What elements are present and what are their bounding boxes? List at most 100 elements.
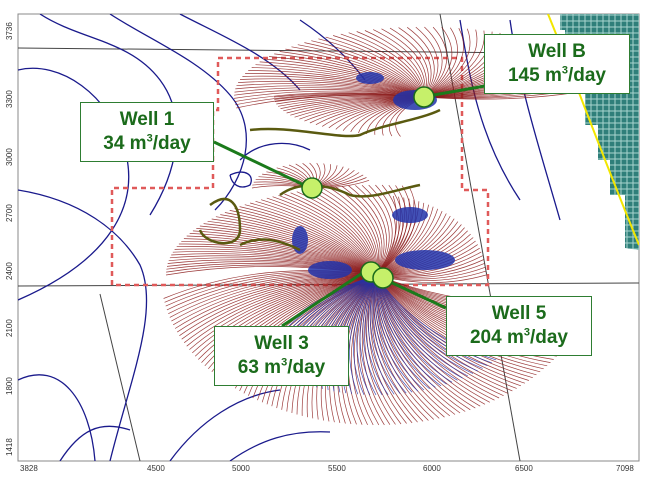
y-tick: 1418 bbox=[5, 438, 14, 456]
pathline bbox=[349, 274, 377, 395]
well-1-name: Well 1 bbox=[119, 109, 175, 130]
pathline bbox=[176, 246, 377, 276]
pathline bbox=[375, 274, 430, 390]
pathline bbox=[365, 274, 389, 395]
pathline bbox=[423, 27, 458, 98]
pathline bbox=[375, 274, 479, 372]
pathline bbox=[375, 274, 490, 403]
x-tick: 5500 bbox=[328, 464, 346, 473]
pathline bbox=[369, 274, 413, 424]
pathline bbox=[375, 274, 474, 374]
callout-leaders bbox=[213, 84, 486, 328]
well-b-name: Well B bbox=[528, 41, 586, 62]
pathline bbox=[304, 42, 425, 98]
pathline bbox=[220, 214, 377, 276]
pathline bbox=[268, 56, 425, 98]
pathline bbox=[186, 274, 377, 347]
well-5-marker[interactable] bbox=[372, 267, 394, 289]
pathline bbox=[297, 44, 425, 98]
y-tick: 3300 bbox=[5, 90, 14, 108]
well-3-callout: Well 3 63 m3/day bbox=[214, 326, 349, 386]
pathline bbox=[375, 274, 483, 369]
pathline bbox=[186, 235, 377, 276]
pathline bbox=[375, 274, 458, 381]
pathline bbox=[423, 28, 471, 98]
model-boundary bbox=[110, 56, 490, 287]
pathline bbox=[375, 274, 463, 379]
pathline bbox=[375, 274, 447, 385]
pathline bbox=[375, 274, 453, 383]
well-3-name: Well 3 bbox=[254, 333, 309, 354]
pathline bbox=[174, 274, 377, 329]
pathline bbox=[374, 274, 419, 392]
pathline bbox=[361, 184, 390, 276]
pathline bbox=[375, 274, 442, 387]
x-axis-ticks: 3828 4500 5000 5500 6000 6500 7098 bbox=[20, 464, 634, 473]
well-5-callout: Well 5 204 m3/day bbox=[446, 296, 592, 356]
pathline bbox=[367, 274, 395, 395]
pathline bbox=[362, 274, 383, 396]
pathline bbox=[375, 274, 451, 417]
pathline bbox=[373, 274, 413, 393]
pathline bbox=[352, 274, 377, 395]
pathline bbox=[173, 274, 377, 326]
well-1-rate-line: 34 m3/day bbox=[103, 132, 191, 154]
pathline bbox=[375, 274, 471, 411]
pathline bbox=[361, 274, 391, 425]
pathline bbox=[285, 48, 425, 98]
pathline bbox=[194, 274, 377, 357]
pathline bbox=[264, 58, 425, 98]
y-tick: 3736 bbox=[5, 22, 14, 40]
pathline bbox=[178, 243, 377, 276]
pathline bbox=[375, 274, 488, 367]
pathline bbox=[359, 274, 377, 396]
pathline bbox=[189, 274, 377, 350]
x-tick: 4500 bbox=[147, 464, 165, 473]
well-markers bbox=[301, 86, 435, 289]
pathline bbox=[375, 274, 425, 391]
well-5-name: Well 5 bbox=[491, 303, 547, 324]
pathline bbox=[375, 274, 436, 388]
x-tick: 7098 bbox=[616, 464, 634, 473]
y-tick: 3000 bbox=[5, 148, 14, 166]
x-tick: 5000 bbox=[232, 464, 250, 473]
pathline bbox=[348, 185, 385, 276]
pathline bbox=[181, 240, 377, 276]
well-b-marker[interactable] bbox=[413, 86, 435, 108]
x-tick: 3828 bbox=[20, 464, 38, 473]
y-axis-ticks: 3736 3300 3000 2700 2400 2100 1800 1418 bbox=[5, 22, 14, 456]
well-1-callout: Well 1 34 m3/day bbox=[80, 102, 214, 162]
pathline bbox=[291, 46, 425, 98]
pathline bbox=[183, 274, 377, 343]
y-tick: 2700 bbox=[5, 204, 14, 222]
pathline bbox=[177, 274, 377, 333]
well-b-callout: Well B 145 m3/day bbox=[484, 34, 630, 94]
pathline bbox=[255, 64, 425, 98]
pathline bbox=[375, 274, 537, 376]
pathline bbox=[179, 274, 377, 336]
pathline bbox=[371, 274, 407, 394]
pathline bbox=[192, 274, 377, 354]
pathline bbox=[375, 274, 509, 394]
x-tick: 6000 bbox=[423, 464, 441, 473]
pathline bbox=[171, 253, 377, 276]
pathline bbox=[375, 274, 533, 379]
x-tick: 6500 bbox=[515, 464, 533, 473]
well-5-rate-line: 204 m3/day bbox=[469, 326, 569, 348]
pathline bbox=[423, 27, 453, 98]
pathline bbox=[259, 61, 425, 98]
pathline bbox=[181, 274, 377, 340]
pathline bbox=[174, 248, 377, 276]
pathline bbox=[279, 51, 425, 98]
pathline bbox=[311, 40, 425, 98]
y-tick: 2100 bbox=[5, 319, 14, 337]
pathline bbox=[375, 195, 398, 276]
pathline bbox=[172, 251, 377, 276]
pathline bbox=[423, 29, 478, 98]
pathline bbox=[274, 53, 425, 98]
pathline bbox=[355, 185, 387, 276]
capture-zone-rims bbox=[198, 108, 441, 252]
well-1-marker[interactable] bbox=[301, 177, 323, 199]
y-tick: 1800 bbox=[5, 377, 14, 395]
well-b-rate-line: 145 m3/day bbox=[507, 64, 607, 86]
